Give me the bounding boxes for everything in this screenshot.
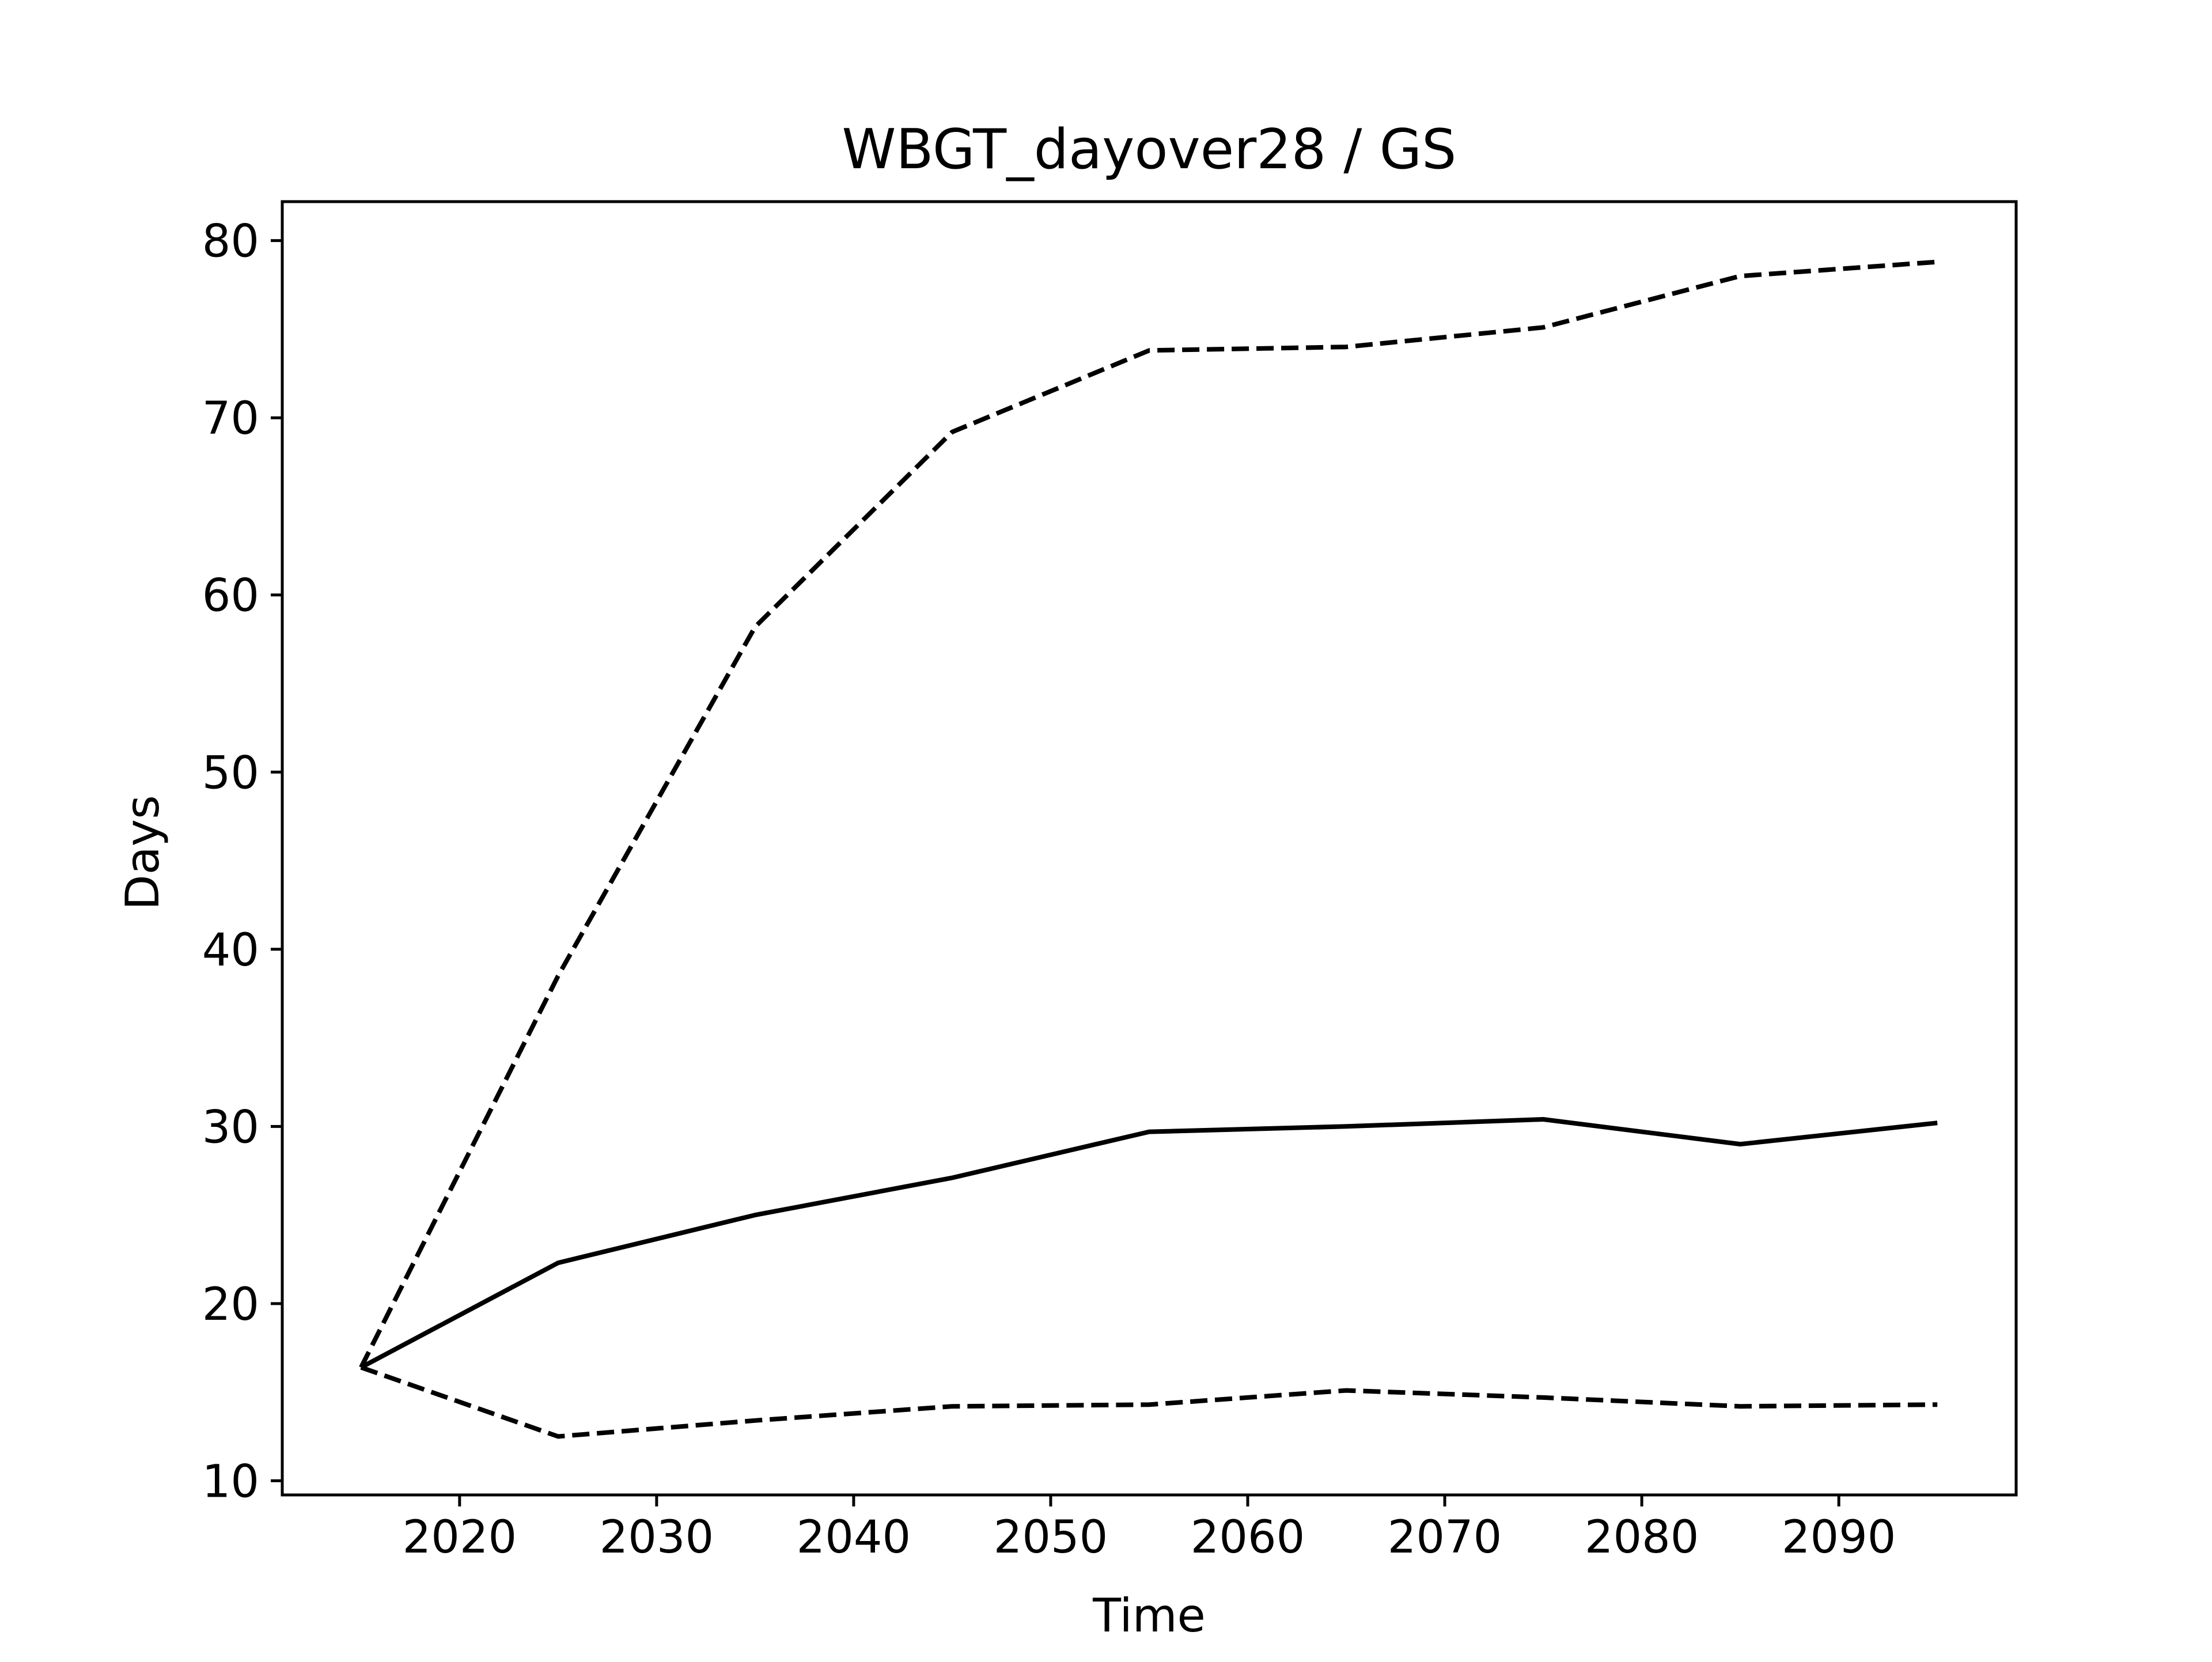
- y-tick-label: 70: [202, 393, 259, 445]
- x-tick-label: 2030: [600, 1512, 714, 1563]
- x-tick-label: 2060: [1191, 1512, 1305, 1563]
- x-tick-label: 2020: [403, 1512, 517, 1563]
- x-tick-label: 2040: [797, 1512, 911, 1563]
- axes-frame: [281, 200, 2018, 1497]
- series-line-1: [359, 259, 1938, 1369]
- x-tick-label: 2090: [1782, 1512, 1896, 1563]
- y-tick-label: 20: [202, 1279, 259, 1331]
- chart-title: WBGT_dayover28 / GS: [842, 118, 1457, 181]
- y-tick-label: 50: [202, 747, 259, 799]
- y-tick-label: 10: [202, 1456, 259, 1508]
- x-tick-label: 2070: [1388, 1512, 1502, 1563]
- y-axis-label: Days: [116, 795, 169, 910]
- y-tick-label: 30: [202, 1101, 259, 1153]
- x-axis-label: Time: [1092, 1589, 1206, 1642]
- y-tick-label: 80: [202, 216, 259, 268]
- x-tick-label: 2050: [994, 1512, 1108, 1563]
- y-tick-label: 60: [202, 570, 259, 622]
- series-line-3: [360, 1365, 1938, 1439]
- y-tick-label: 40: [202, 925, 259, 976]
- x-tick-label: 2080: [1585, 1512, 1699, 1563]
- series-line-2: [359, 1117, 1938, 1370]
- plot-area: 2020 2030 2040 2050 2060 2070 2080 209010203040…: [202, 216, 1938, 1563]
